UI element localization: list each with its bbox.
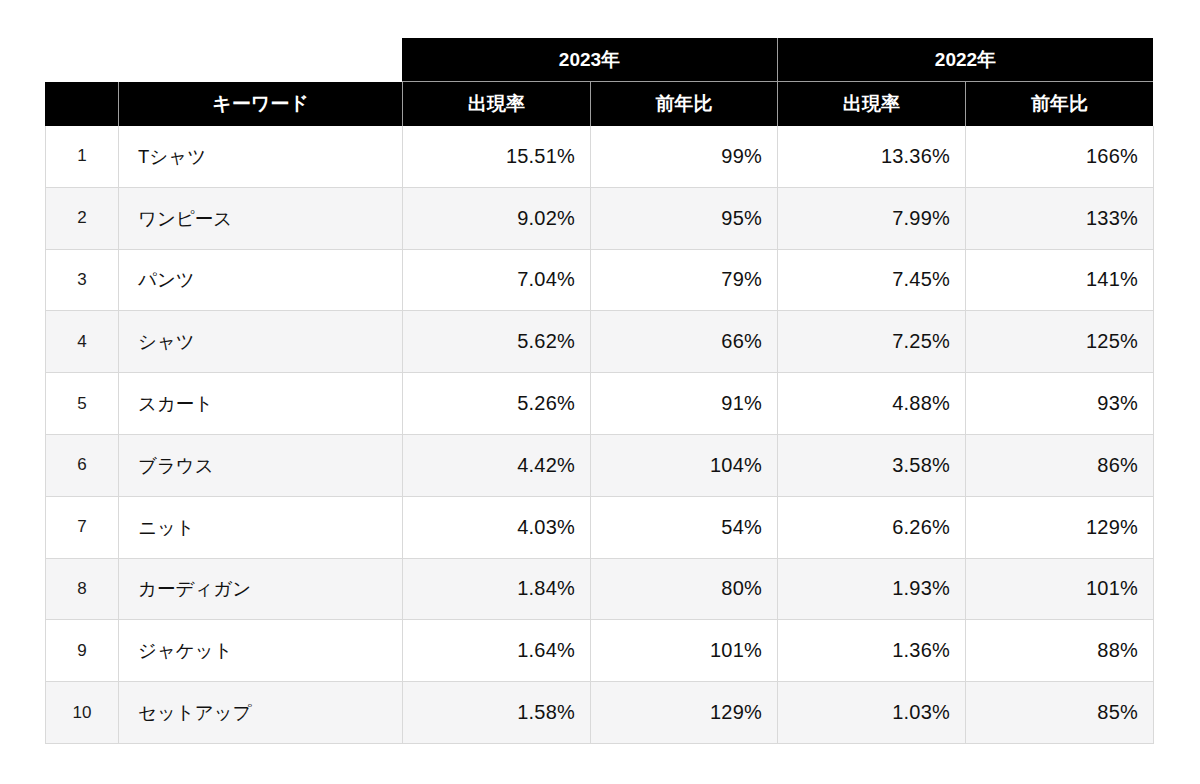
rate-2022-cell: 1.93% (778, 559, 966, 621)
keyword-ranking-table: 2023年 2022年 キーワード 出現率 前年比 出現率 前年比 1Tシャツ1… (45, 38, 1153, 744)
table-row: 7ニット4.03%54%6.26%129% (46, 497, 1153, 559)
rank-cell: 10 (46, 682, 119, 744)
yoy-2023-cell: 101% (591, 620, 778, 682)
rate-2023-cell: 1.58% (403, 682, 591, 744)
keyword-cell: スカート (119, 373, 403, 435)
yoy-2023-column-header: 前年比 (590, 82, 777, 126)
keyword-cell: パンツ (119, 250, 403, 312)
rate-2023-cell: 7.04% (403, 250, 591, 312)
yoy-2022-column-header: 前年比 (965, 82, 1153, 126)
table-row: 10セットアップ1.58%129%1.03%85% (46, 682, 1153, 744)
rank-column-header (45, 82, 118, 126)
column-header-row: キーワード 出現率 前年比 出現率 前年比 (45, 82, 1153, 126)
rank-cell: 3 (46, 250, 119, 312)
table-row: 6ブラウス4.42%104%3.58%86% (46, 435, 1153, 497)
yoy-2022-cell: 93% (966, 373, 1154, 435)
table-body: 1Tシャツ15.51%99%13.36%166%2ワンピース9.02%95%7.… (45, 126, 1153, 744)
yoy-2022-cell: 129% (966, 497, 1154, 559)
yoy-2023-cell: 95% (591, 188, 778, 250)
yoy-2023-cell: 54% (591, 497, 778, 559)
rate-2023-column-header: 出現率 (402, 82, 590, 126)
rate-2022-cell: 1.36% (778, 620, 966, 682)
rank-cell: 6 (46, 435, 119, 497)
rate-2023-cell: 4.42% (403, 435, 591, 497)
yoy-2023-cell: 79% (591, 250, 778, 312)
yoy-2023-cell: 129% (591, 682, 778, 744)
yoy-2022-cell: 86% (966, 435, 1154, 497)
rank-cell: 5 (46, 373, 119, 435)
rate-2023-cell: 1.64% (403, 620, 591, 682)
keyword-cell: カーディガン (119, 559, 403, 621)
yoy-2022-cell: 85% (966, 682, 1154, 744)
keyword-cell: Tシャツ (119, 126, 403, 188)
table-row: 5スカート5.26%91%4.88%93% (46, 373, 1153, 435)
rank-cell: 9 (46, 620, 119, 682)
rank-cell: 2 (46, 188, 119, 250)
yoy-2023-cell: 99% (591, 126, 778, 188)
rate-2022-cell: 4.88% (778, 373, 966, 435)
rank-cell: 8 (46, 559, 119, 621)
keyword-column-header: キーワード (118, 82, 402, 126)
rate-2022-cell: 3.58% (778, 435, 966, 497)
rate-2023-cell: 4.03% (403, 497, 591, 559)
table-row: 1Tシャツ15.51%99%13.36%166% (46, 126, 1153, 188)
year-header-2022: 2022年 (777, 38, 1153, 82)
rate-2023-cell: 15.51% (403, 126, 591, 188)
table-row: 2ワンピース9.02%95%7.99%133% (46, 188, 1153, 250)
keyword-cell: ニット (119, 497, 403, 559)
keyword-cell: セットアップ (119, 682, 403, 744)
rate-2022-cell: 13.36% (778, 126, 966, 188)
rate-2022-cell: 1.03% (778, 682, 966, 744)
year-header-row: 2023年 2022年 (45, 38, 1153, 82)
rate-2022-cell: 7.45% (778, 250, 966, 312)
yoy-2022-cell: 125% (966, 311, 1154, 373)
table-row: 3パンツ7.04%79%7.45%141% (46, 250, 1153, 312)
table-row: 4シャツ5.62%66%7.25%125% (46, 311, 1153, 373)
table-row: 9ジャケット1.64%101%1.36%88% (46, 620, 1153, 682)
yoy-2023-cell: 66% (591, 311, 778, 373)
rate-2023-cell: 1.84% (403, 559, 591, 621)
keyword-cell: シャツ (119, 311, 403, 373)
rate-2023-cell: 5.26% (403, 373, 591, 435)
rank-cell: 1 (46, 126, 119, 188)
rate-2022-column-header: 出現率 (777, 82, 965, 126)
yoy-2022-cell: 88% (966, 620, 1154, 682)
rate-2022-cell: 7.99% (778, 188, 966, 250)
yoy-2022-cell: 141% (966, 250, 1154, 312)
yoy-2023-cell: 91% (591, 373, 778, 435)
yoy-2022-cell: 133% (966, 188, 1154, 250)
yoy-2023-cell: 104% (591, 435, 778, 497)
keyword-cell: ブラウス (119, 435, 403, 497)
rate-2022-cell: 7.25% (778, 311, 966, 373)
year-header-2023: 2023年 (402, 38, 777, 82)
year-header-spacer (45, 38, 402, 82)
yoy-2023-cell: 80% (591, 559, 778, 621)
rate-2023-cell: 9.02% (403, 188, 591, 250)
table-row: 8カーディガン1.84%80%1.93%101% (46, 559, 1153, 621)
rank-cell: 7 (46, 497, 119, 559)
yoy-2022-cell: 101% (966, 559, 1154, 621)
yoy-2022-cell: 166% (966, 126, 1154, 188)
rank-cell: 4 (46, 311, 119, 373)
keyword-cell: ワンピース (119, 188, 403, 250)
keyword-cell: ジャケット (119, 620, 403, 682)
rate-2022-cell: 6.26% (778, 497, 966, 559)
rate-2023-cell: 5.62% (403, 311, 591, 373)
